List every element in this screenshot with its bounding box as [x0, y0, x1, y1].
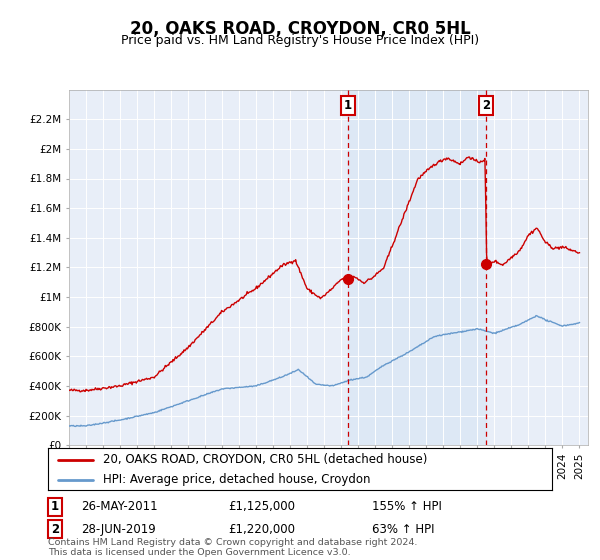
- Text: £1,220,000: £1,220,000: [228, 522, 295, 536]
- Text: 1: 1: [344, 99, 352, 112]
- Text: 63% ↑ HPI: 63% ↑ HPI: [372, 522, 434, 536]
- Bar: [348, 90, 486, 445]
- Text: 155% ↑ HPI: 155% ↑ HPI: [372, 500, 442, 514]
- Text: Contains HM Land Registry data © Crown copyright and database right 2024.
This d: Contains HM Land Registry data © Crown c…: [48, 538, 418, 557]
- Text: 2: 2: [51, 522, 59, 536]
- Text: 26-MAY-2011: 26-MAY-2011: [81, 500, 158, 514]
- Text: 2: 2: [482, 99, 490, 112]
- Text: 20, OAKS ROAD, CROYDON, CR0 5HL (detached house): 20, OAKS ROAD, CROYDON, CR0 5HL (detache…: [103, 453, 428, 466]
- Text: HPI: Average price, detached house, Croydon: HPI: Average price, detached house, Croy…: [103, 473, 371, 486]
- Text: £1,125,000: £1,125,000: [228, 500, 295, 514]
- Text: 20, OAKS ROAD, CROYDON, CR0 5HL: 20, OAKS ROAD, CROYDON, CR0 5HL: [130, 20, 470, 38]
- Text: 1: 1: [51, 500, 59, 514]
- Text: 28-JUN-2019: 28-JUN-2019: [81, 522, 156, 536]
- Text: Price paid vs. HM Land Registry's House Price Index (HPI): Price paid vs. HM Land Registry's House …: [121, 34, 479, 46]
